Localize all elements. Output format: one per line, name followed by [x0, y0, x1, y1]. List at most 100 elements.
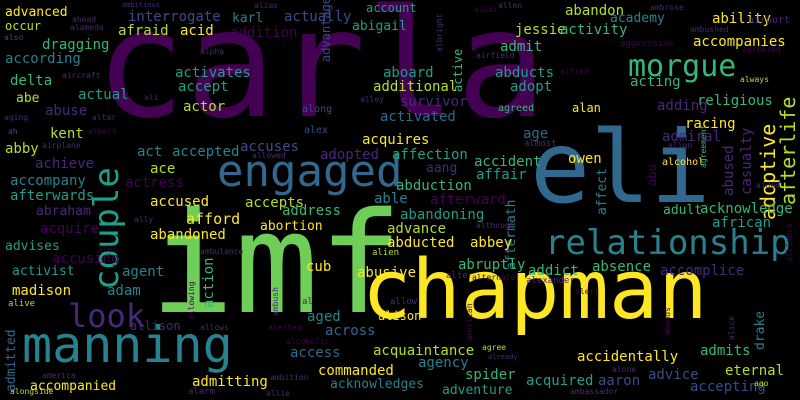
- cloud-word: abbey: [470, 235, 513, 251]
- cloud-word: survivor: [400, 94, 468, 110]
- cloud-word: owen: [568, 151, 602, 167]
- cloud-word: action: [201, 257, 217, 308]
- cloud-word: academy: [610, 11, 665, 26]
- cloud-word: aggressive: [620, 39, 675, 49]
- cloud-word: act: [137, 144, 163, 160]
- cloud-word: already: [488, 353, 518, 361]
- cloud-word: ambush: [271, 287, 280, 316]
- cloud-word: alerted: [268, 323, 302, 332]
- cloud-word: amends: [663, 307, 672, 336]
- cloud-word: admitted: [4, 329, 19, 392]
- cloud-word: alter: [446, 271, 474, 281]
- cloud-word: actor: [183, 99, 226, 115]
- cloud-word: abortion: [260, 219, 323, 234]
- cloud-word: agreeing: [742, 45, 781, 54]
- cloud-word: ambitious: [122, 1, 160, 9]
- cloud-word: ago: [754, 379, 769, 388]
- cloud-word: ally: [134, 215, 154, 224]
- cloud-word: ambrose: [650, 3, 684, 12]
- cloud-word: alive: [8, 299, 36, 309]
- cloud-word: alan: [572, 101, 601, 115]
- cloud-word: racing: [685, 116, 736, 132]
- cloud-word: accidentally: [577, 349, 679, 365]
- cloud-word: airport: [748, 15, 791, 26]
- cloud-word: actually: [284, 9, 352, 25]
- cloud-word: admit: [500, 39, 543, 55]
- cloud-word: afford: [186, 210, 241, 228]
- cloud-word: dragging: [42, 37, 110, 53]
- cloud-word: alcohol: [662, 157, 705, 168]
- cloud-word: activity: [560, 22, 628, 38]
- cloud-word: admits: [700, 343, 751, 359]
- cloud-word: acquire: [40, 221, 100, 237]
- cloud-word: carla: [95, 0, 547, 152]
- cloud-word: accompanies: [693, 34, 786, 50]
- cloud-word: abandoning: [400, 207, 485, 223]
- cloud-word: airplane: [42, 141, 81, 150]
- cloud-word: alameda: [70, 23, 104, 32]
- cloud-word: adult: [663, 203, 703, 218]
- cloud-word: morgue: [628, 49, 737, 84]
- cloud-word: abruptly: [458, 257, 526, 273]
- cloud-word: alibi: [474, 5, 499, 14]
- cloud-word: abduction: [396, 178, 472, 194]
- cloud-word: chapman: [362, 243, 708, 338]
- cloud-word: alongside: [10, 387, 54, 396]
- cloud-word: affair: [476, 167, 527, 183]
- cloud-word: albert: [88, 127, 117, 136]
- cloud-word: accused: [150, 194, 210, 210]
- cloud-word: commanded: [318, 363, 394, 379]
- cloud-word: occur: [5, 19, 42, 33]
- cloud-word: accuses: [240, 139, 300, 155]
- cloud-word: agency: [418, 355, 469, 371]
- cloud-word: although: [476, 221, 515, 230]
- cloud-word: ability: [712, 11, 772, 27]
- cloud-word: absence: [592, 259, 652, 275]
- cloud-word: al: [302, 297, 313, 307]
- cloud-word: age: [523, 126, 549, 142]
- cloud-word: allen: [498, 1, 523, 10]
- cloud-word: afterward: [430, 192, 506, 208]
- cloud-word: allows: [200, 323, 229, 332]
- cloud-word: aang: [426, 161, 458, 176]
- cloud-word: alone: [612, 365, 637, 374]
- cloud-word: imf: [150, 183, 403, 346]
- cloud-word: adventure: [442, 383, 513, 398]
- cloud-word: manning: [22, 316, 233, 374]
- cloud-word: accompanied: [30, 379, 117, 394]
- cloud-word: abigail: [352, 19, 407, 34]
- cloud-word: adopt: [510, 79, 553, 95]
- cloud-word: afraid: [118, 23, 169, 39]
- cloud-word: alfred: [560, 67, 589, 76]
- cloud-word: ambassador: [570, 387, 619, 396]
- cloud-word: across: [325, 323, 376, 339]
- cloud-word: altar: [92, 113, 117, 122]
- cloud-word: acknowledges: [330, 377, 424, 392]
- cloud-word: alarm: [188, 387, 216, 397]
- cloud-word: advantage: [319, 0, 333, 62]
- cloud-word: eternal: [725, 363, 785, 379]
- cloud-word: madison: [12, 283, 72, 299]
- cloud-word: almost: [524, 139, 557, 149]
- cloud-word: agreed: [498, 103, 535, 114]
- cloud-word: accepts: [245, 195, 305, 211]
- cloud-word: ambushed: [690, 25, 729, 34]
- cloud-word: ambulance: [200, 247, 244, 256]
- cloud-word: actual: [78, 87, 129, 103]
- cloud-word: accept: [178, 79, 229, 95]
- cloud-word: always: [740, 75, 769, 84]
- cloud-word: agree: [482, 343, 507, 352]
- cloud-word: able: [374, 191, 408, 207]
- cloud-word: alex: [304, 125, 329, 136]
- cloud-word: access: [290, 345, 341, 361]
- cloud-word: adam: [107, 283, 141, 299]
- cloud-word: address: [282, 203, 342, 219]
- cloud-word: america: [42, 371, 76, 380]
- cloud-word: african: [712, 215, 772, 231]
- cloud-word: relationship: [545, 223, 791, 263]
- cloud-word: ambition: [270, 373, 309, 382]
- cloud-word: ahead: [72, 15, 97, 24]
- cloud-word: acknowledge: [700, 201, 793, 217]
- cloud-word: alien: [372, 248, 400, 258]
- cloud-word: alpha: [200, 47, 225, 56]
